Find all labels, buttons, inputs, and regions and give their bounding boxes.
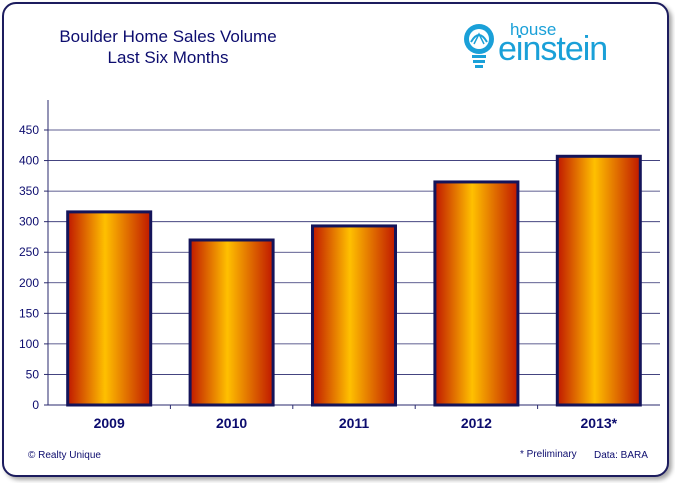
title-line-1: Boulder Home Sales Volume xyxy=(59,27,277,46)
y-tick-label: 450 xyxy=(19,123,39,137)
x-tick-label: 2013* xyxy=(581,415,618,431)
bar-2012 xyxy=(433,180,520,407)
chart-title: Boulder Home Sales Volume Last Six Month… xyxy=(28,26,308,68)
y-tick-label: 100 xyxy=(19,337,39,351)
logo-word-house: house xyxy=(510,20,557,39)
copyright-text: © Realty Unique xyxy=(28,450,101,461)
bar-2011 xyxy=(311,224,397,407)
y-tick-label: 0 xyxy=(32,398,39,412)
bar-2010 xyxy=(188,238,275,407)
x-tick-label: 2011 xyxy=(339,415,370,431)
x-tick-label: 2012 xyxy=(461,415,492,431)
bar-2009 xyxy=(66,210,153,407)
x-tick-label: 2009 xyxy=(94,415,125,431)
preliminary-note: * Preliminary xyxy=(520,449,577,460)
y-tick-label: 400 xyxy=(19,154,39,168)
bar-2013* xyxy=(555,154,642,407)
data-source: Data: BARA xyxy=(594,450,648,461)
x-tick-label: 2010 xyxy=(216,415,247,431)
y-tick-label: 200 xyxy=(19,276,39,290)
logo-word-einstein: einstein xyxy=(498,30,608,68)
y-tick-label: 250 xyxy=(19,245,39,259)
title-line-2: Last Six Months xyxy=(107,48,229,67)
y-tick-label: 300 xyxy=(19,215,39,229)
lightbulb-icon xyxy=(464,24,494,68)
y-tick-label: 50 xyxy=(26,367,40,381)
house-einstein-logo: house einstein xyxy=(462,20,642,70)
y-tick-label: 350 xyxy=(19,184,39,198)
y-tick-label: 150 xyxy=(19,306,39,320)
